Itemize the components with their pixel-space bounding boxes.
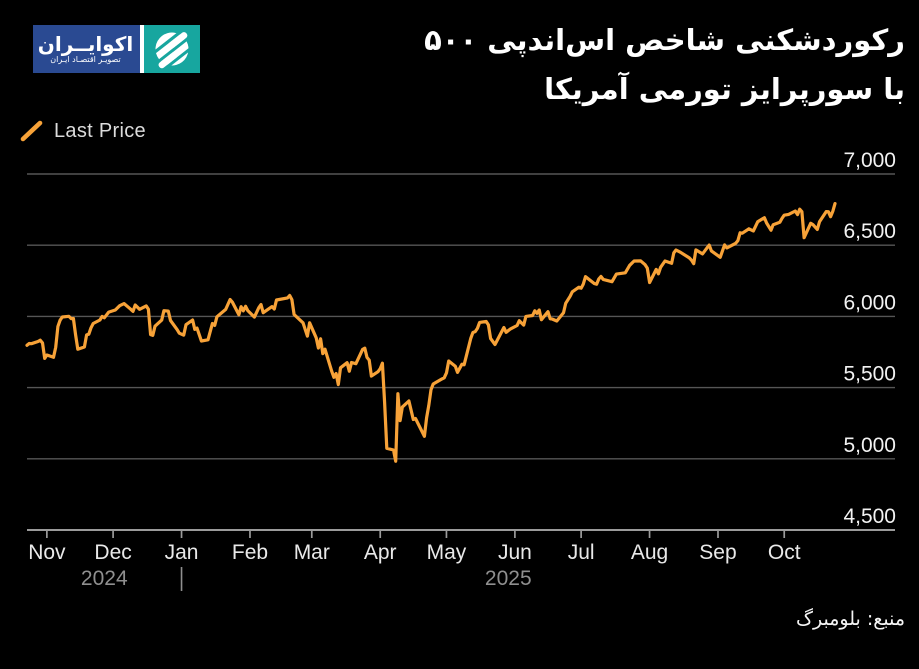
logo-text-panel: اکوایــران تصویـر اقتصـاد ایـران — [33, 25, 140, 73]
x-tick-label: Oct — [768, 541, 801, 564]
legend-line-marker-icon — [20, 120, 43, 142]
logo-brand-tagline: تصویـر اقتصـاد ایـران — [50, 54, 121, 64]
page-title-line2: با سورپرایز تورمی آمریکا — [544, 72, 905, 106]
x-tick-label: Nov — [28, 541, 66, 564]
year-label: 2025 — [485, 567, 532, 590]
y-tick-label: 6,000 — [843, 291, 896, 314]
x-tick-label: Mar — [294, 541, 330, 564]
x-tick-label: Dec — [94, 541, 131, 564]
striped-globe-icon — [150, 27, 194, 71]
logo-mark-panel — [144, 25, 200, 73]
x-tick-label: May — [427, 541, 467, 564]
x-tick-label: Aug — [631, 541, 668, 564]
page-title: رکوردشکنی شاخص اس‌اندپی ۵۰۰ با سورپرایز … — [215, 16, 905, 114]
page-title-line1: رکوردشکنی شاخص اس‌اندپی ۵۰۰ — [424, 23, 905, 57]
x-tick-label: Jul — [568, 541, 595, 564]
x-tick-label: Apr — [364, 541, 397, 564]
source-credit: منبع: بلومبرگ — [796, 608, 905, 630]
legend-label: Last Price — [54, 119, 146, 142]
x-tick-label: Jun — [498, 541, 532, 564]
y-tick-label: 4,500 — [843, 505, 896, 528]
legend: Last Price — [20, 119, 146, 143]
year-label: 2024 — [81, 567, 128, 590]
y-tick-label: 5,500 — [843, 363, 896, 386]
y-tick-label: 7,000 — [843, 149, 896, 172]
x-tick-label: Jan — [165, 541, 199, 564]
logo-brand-name: اکوایــران — [37, 31, 134, 56]
x-tick-label: Feb — [232, 541, 268, 564]
x-tick-label: Sep — [699, 541, 736, 564]
last-price-line — [25, 202, 837, 463]
y-tick-label: 5,000 — [843, 434, 896, 457]
ecoiran-logo: اکوایــران تصویـر اقتصـاد ایـران — [33, 25, 200, 73]
y-tick-label: 6,500 — [843, 220, 896, 243]
logo-divider — [140, 25, 144, 73]
